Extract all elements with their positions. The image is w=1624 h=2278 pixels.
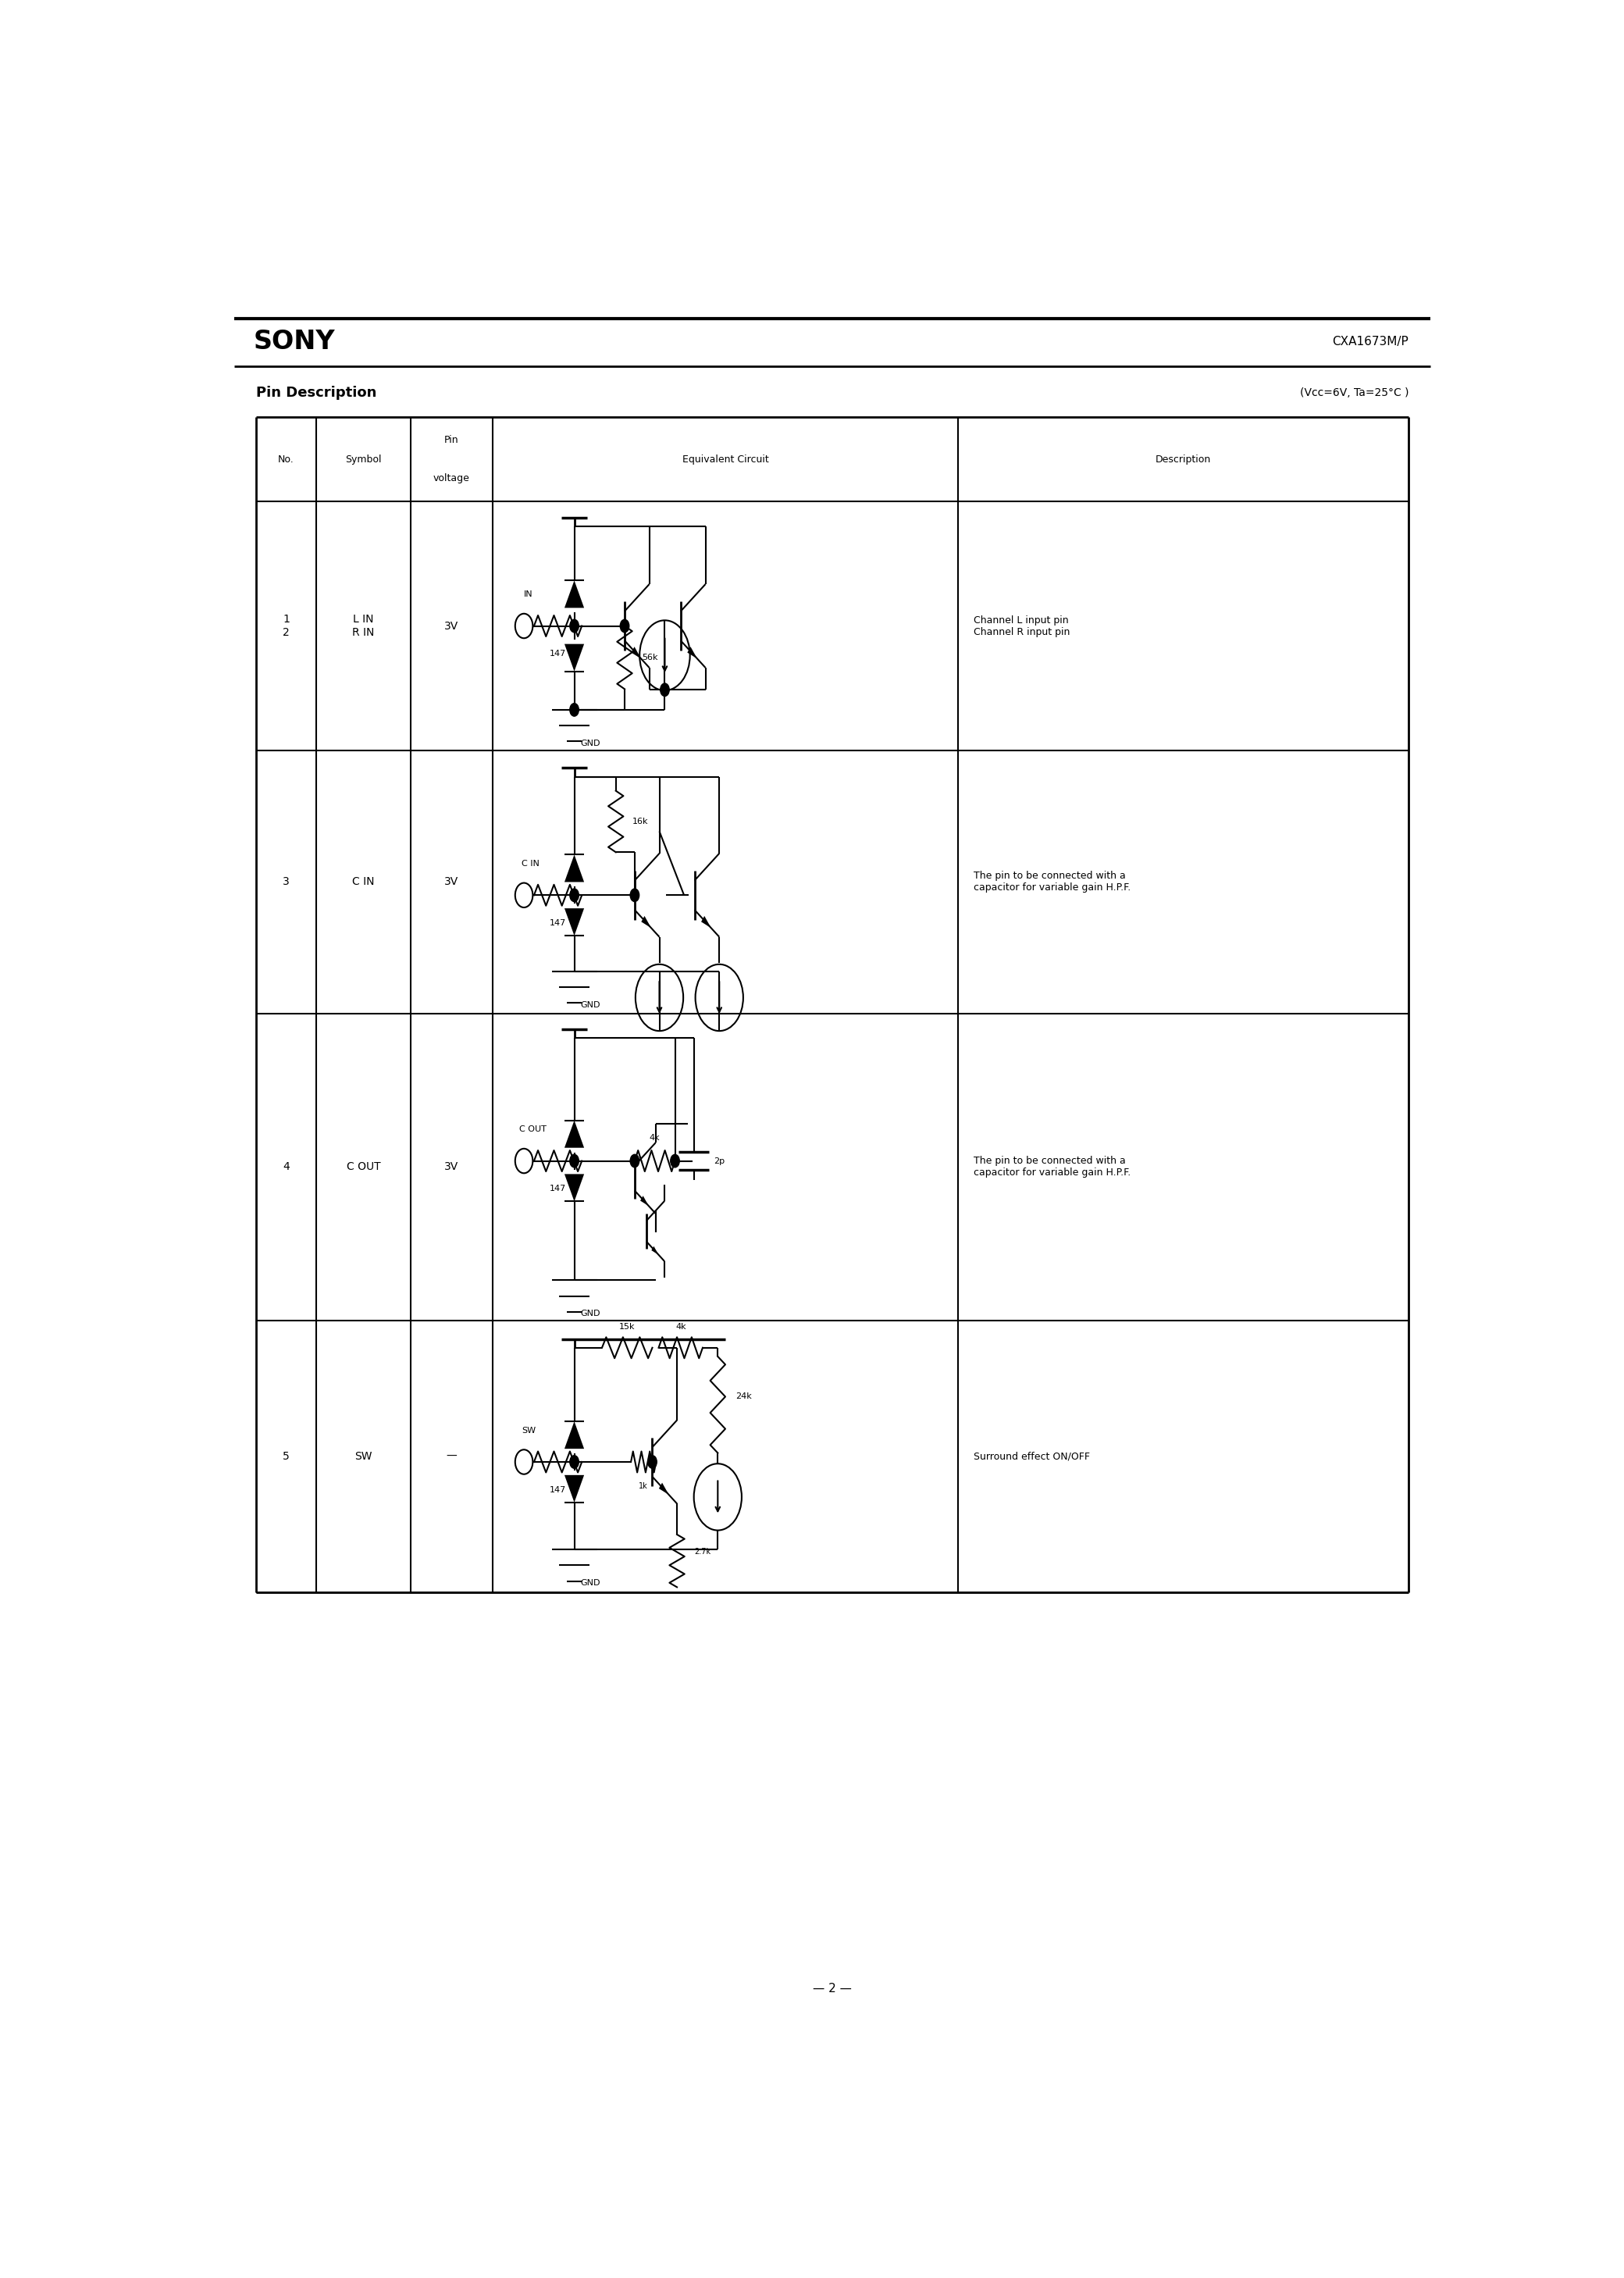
- Text: 1
2: 1 2: [283, 615, 289, 638]
- Text: GND: GND: [581, 738, 601, 747]
- Text: IN: IN: [525, 590, 533, 599]
- Text: 5: 5: [283, 1451, 289, 1462]
- Text: Symbol: Symbol: [346, 453, 382, 465]
- Text: Pin: Pin: [445, 435, 460, 444]
- Text: C OUT: C OUT: [346, 1162, 380, 1173]
- Text: SONY: SONY: [253, 328, 335, 355]
- Polygon shape: [565, 854, 585, 882]
- Text: 3V: 3V: [445, 620, 458, 631]
- Text: The pin to be connected with a
capacitor for variable gain H.P.F.: The pin to be connected with a capacitor…: [973, 870, 1130, 893]
- Text: 4k: 4k: [650, 1134, 661, 1141]
- Text: voltage: voltage: [434, 474, 469, 483]
- Text: The pin to be connected with a
capacitor for variable gain H.P.F.: The pin to be connected with a capacitor…: [973, 1157, 1130, 1178]
- Text: GND: GND: [581, 1000, 601, 1009]
- Text: C IN: C IN: [352, 877, 375, 888]
- Circle shape: [620, 620, 630, 633]
- Text: 3V: 3V: [445, 877, 458, 888]
- Text: SW: SW: [354, 1451, 372, 1462]
- Circle shape: [570, 620, 580, 633]
- Circle shape: [630, 1155, 640, 1169]
- Text: SW: SW: [521, 1426, 536, 1435]
- Circle shape: [570, 1456, 580, 1469]
- Circle shape: [570, 888, 580, 902]
- Polygon shape: [632, 647, 641, 658]
- Circle shape: [570, 702, 580, 718]
- Polygon shape: [651, 1246, 659, 1255]
- Text: 56k: 56k: [641, 654, 658, 661]
- Text: Surround effect ON/OFF: Surround effect ON/OFF: [973, 1451, 1090, 1462]
- Text: C OUT: C OUT: [520, 1125, 546, 1132]
- Text: C IN: C IN: [521, 859, 539, 868]
- Circle shape: [671, 1155, 680, 1169]
- Polygon shape: [565, 1421, 585, 1449]
- Text: 2p: 2p: [715, 1157, 724, 1164]
- Text: 16k: 16k: [632, 818, 648, 825]
- Text: 15k: 15k: [619, 1324, 635, 1330]
- Text: Channel L input pin
Channel R input pin: Channel L input pin Channel R input pin: [973, 615, 1070, 638]
- Text: Equivalent Circuit: Equivalent Circuit: [682, 453, 768, 465]
- Text: 147: 147: [549, 1485, 567, 1494]
- Polygon shape: [565, 1121, 585, 1148]
- Polygon shape: [659, 1483, 669, 1494]
- Text: 24k: 24k: [736, 1392, 752, 1401]
- Polygon shape: [640, 1196, 648, 1205]
- Polygon shape: [687, 647, 697, 658]
- Text: —: —: [447, 1451, 456, 1462]
- Polygon shape: [702, 916, 711, 927]
- Circle shape: [630, 888, 640, 902]
- Text: Pin Description: Pin Description: [257, 385, 377, 399]
- Polygon shape: [565, 909, 585, 936]
- Text: 147: 147: [549, 649, 567, 658]
- Polygon shape: [565, 645, 585, 672]
- Text: 147: 147: [549, 1185, 567, 1194]
- Text: 4k: 4k: [676, 1324, 685, 1330]
- Text: No.: No.: [278, 453, 294, 465]
- Text: (Vcc=6V, Ta=25°C ): (Vcc=6V, Ta=25°C ): [1299, 387, 1408, 399]
- Text: GND: GND: [581, 1579, 601, 1588]
- Polygon shape: [565, 1476, 585, 1503]
- Text: 4: 4: [283, 1162, 289, 1173]
- Text: 3: 3: [283, 877, 289, 888]
- Text: 2.7k: 2.7k: [695, 1549, 711, 1556]
- Text: — 2 —: — 2 —: [814, 1982, 851, 1996]
- Text: 1k: 1k: [638, 1483, 648, 1490]
- Text: 3V: 3V: [445, 1162, 458, 1173]
- Polygon shape: [565, 581, 585, 608]
- Circle shape: [648, 1456, 658, 1469]
- Polygon shape: [565, 1173, 585, 1201]
- Text: L IN
R IN: L IN R IN: [352, 615, 375, 638]
- Polygon shape: [641, 916, 651, 927]
- Circle shape: [659, 683, 669, 697]
- Circle shape: [570, 1155, 580, 1169]
- Text: CXA1673M/P: CXA1673M/P: [1332, 335, 1408, 349]
- Text: GND: GND: [581, 1310, 601, 1317]
- Text: Description: Description: [1156, 453, 1212, 465]
- Text: 147: 147: [549, 920, 567, 927]
